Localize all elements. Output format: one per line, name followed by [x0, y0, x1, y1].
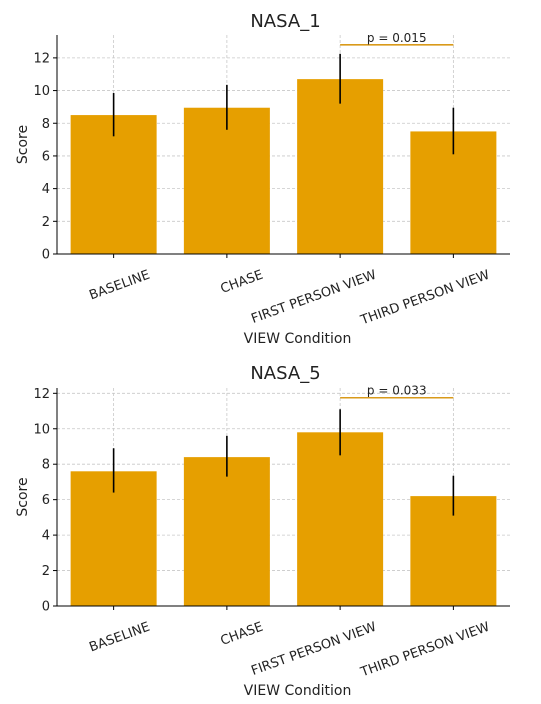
- bar-baseline: [70, 471, 157, 606]
- p-value-label: p = 0.033: [367, 384, 427, 398]
- y-tick-label: 10: [33, 422, 50, 437]
- chart-title: NASA_5: [250, 363, 320, 384]
- bar-first-person-view: [297, 79, 384, 255]
- y-tick-label: 4: [42, 182, 50, 197]
- y-tick-label: 6: [42, 149, 50, 164]
- y-tick-label: 6: [42, 493, 50, 508]
- x-tick-label: BASELINE: [87, 268, 152, 304]
- bar-chase: [183, 107, 270, 254]
- y-tick-label: 12: [33, 387, 50, 402]
- y-tick-label: 0: [42, 248, 50, 263]
- bar-first-person-view: [297, 432, 384, 606]
- y-tick-label: 2: [42, 215, 50, 230]
- bar-baseline: [70, 115, 157, 254]
- x-tick-label: THIRD PERSON VIEW: [358, 268, 492, 329]
- x-tick-label: THIRD PERSON VIEW: [358, 620, 492, 681]
- y-tick-label: 0: [42, 600, 50, 615]
- x-tick-label: CHASE: [219, 268, 266, 297]
- y-axis-label: Score: [15, 125, 31, 164]
- y-tick-label: 4: [42, 529, 50, 544]
- y-tick-label: 8: [42, 458, 50, 473]
- x-axis-label: VIEW Condition: [244, 331, 352, 347]
- y-tick-label: 2: [42, 564, 50, 579]
- y-tick-label: 8: [42, 117, 50, 132]
- x-tick-label: BASELINE: [87, 620, 152, 656]
- y-axis-label: Score: [15, 477, 31, 516]
- y-tick-label: 10: [33, 84, 50, 99]
- p-value-label: p = 0.015: [367, 31, 427, 45]
- x-tick-label: CHASE: [219, 620, 266, 649]
- chart-title: NASA_1: [250, 11, 320, 32]
- x-axis-label: VIEW Condition: [244, 683, 352, 699]
- bar-chase: [183, 457, 270, 606]
- y-tick-label: 12: [33, 51, 50, 66]
